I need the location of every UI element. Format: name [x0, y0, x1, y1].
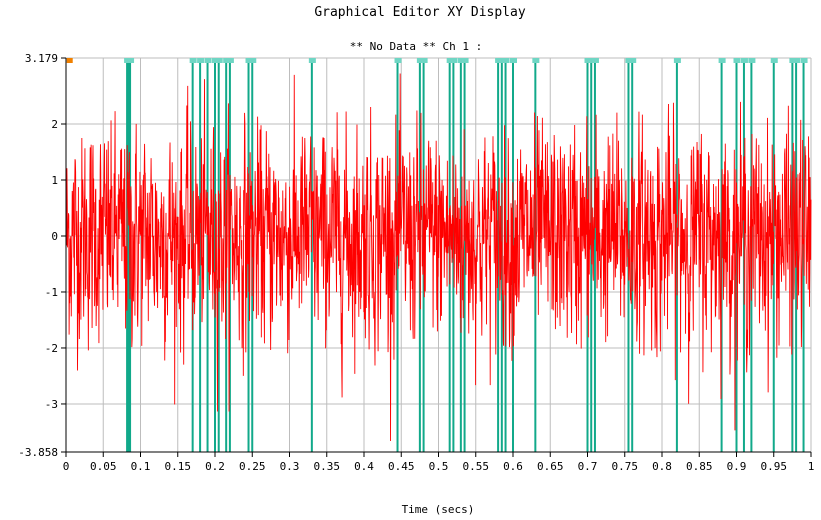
- y-tick-label: -3.858: [18, 446, 58, 459]
- y-tick-label: -1: [45, 286, 58, 299]
- event-marker-cap: [189, 58, 197, 63]
- x-tick-label: 0.6: [503, 460, 523, 473]
- event-marker-cap: [416, 58, 424, 63]
- x-tick-label: 0.2: [205, 460, 225, 473]
- x-tick-label: 0.85: [686, 460, 713, 473]
- x-tick-label: 0.1: [131, 460, 151, 473]
- x-tick-label: 0.7: [578, 460, 598, 473]
- event-marker-cap: [308, 58, 316, 63]
- event-marker-cap: [502, 58, 510, 63]
- event-marker-cap: [588, 58, 596, 63]
- y-tick-label: -3: [45, 398, 58, 411]
- x-tick-label: 0.5: [429, 460, 449, 473]
- y-tick-label: 0: [51, 230, 58, 243]
- event-marker-cap: [793, 58, 801, 63]
- event-marker-cap: [495, 58, 503, 63]
- start-marker-square: [66, 58, 73, 63]
- event-marker-cap: [450, 58, 458, 63]
- event-marker-cap: [498, 58, 506, 63]
- signal-series: [65, 73, 812, 441]
- x-tick-label: 0.8: [652, 460, 672, 473]
- event-marker-cap: [394, 58, 402, 63]
- event-marker-cap: [733, 58, 741, 63]
- x-tick-label: 0.4: [354, 460, 374, 473]
- event-marker-cap: [204, 58, 212, 63]
- event-marker-cap: [591, 58, 599, 63]
- y-axis-ticks: -3.858 -3 -2 -1 0 1 2 3.179: [18, 52, 66, 459]
- x-tick-label: 0.55: [463, 460, 490, 473]
- event-marker-cap: [457, 58, 465, 63]
- y-tick-label: 3.179: [25, 52, 58, 65]
- x-tick-label: 0.65: [537, 460, 564, 473]
- x-tick-label: 0.15: [165, 460, 192, 473]
- x-tick-label: 1: [808, 460, 815, 473]
- chart-title: Graphical Editor XY Display: [314, 5, 525, 20]
- event-marker-cap: [789, 58, 797, 63]
- signal-line: [65, 73, 812, 441]
- event-marker-cap: [673, 58, 681, 63]
- event-marker-cap: [800, 58, 808, 63]
- event-marker-cap: [461, 58, 469, 63]
- event-marker-cap: [249, 58, 257, 63]
- chart-subtitle: ** No Data ** Ch 1 :: [350, 40, 482, 53]
- start-marker: [66, 58, 73, 63]
- event-marker-cap: [226, 58, 234, 63]
- event-marker-cap: [215, 58, 223, 63]
- x-axis-label: Time (secs): [402, 503, 475, 516]
- x-tick-label: 0: [63, 460, 70, 473]
- event-marker-cap: [420, 58, 428, 63]
- event-marker-cap: [584, 58, 592, 63]
- event-marker-cap: [446, 58, 454, 63]
- x-tick-label: 0.75: [612, 460, 639, 473]
- x-axis-ticks: 0 0.05 0.1 0.15 0.2 0.25 0.3 0.35 0.4 0.45 0.5 0.55…: [63, 452, 815, 473]
- y-tick-label: 2: [51, 118, 58, 131]
- x-tick-label: 0.25: [239, 460, 266, 473]
- y-tick-label: 1: [51, 174, 58, 187]
- x-tick-label: 0.45: [388, 460, 415, 473]
- x-tick-label: 0.9: [727, 460, 747, 473]
- event-marker-cap: [223, 58, 231, 63]
- event-marker-cap: [212, 58, 219, 63]
- event-marker-cap: [718, 58, 726, 63]
- x-tick-label: 0.05: [90, 460, 117, 473]
- event-marker-cap: [770, 58, 778, 63]
- x-tick-label: 0.35: [314, 460, 341, 473]
- event-marker-cap: [532, 58, 540, 63]
- event-marker-cap: [625, 58, 633, 63]
- event-marker-cap: [510, 58, 517, 63]
- x-tick-label: 0.95: [761, 460, 788, 473]
- event-marker-cap: [629, 58, 637, 63]
- x-tick-label: 0.3: [280, 460, 300, 473]
- event-marker-cap: [740, 58, 748, 63]
- y-tick-label: -2: [45, 342, 58, 355]
- event-marker-cap: [748, 58, 756, 63]
- event-marker-cap: [245, 58, 253, 63]
- event-marker-cap: [197, 58, 205, 63]
- event-marker-cap: [127, 58, 135, 63]
